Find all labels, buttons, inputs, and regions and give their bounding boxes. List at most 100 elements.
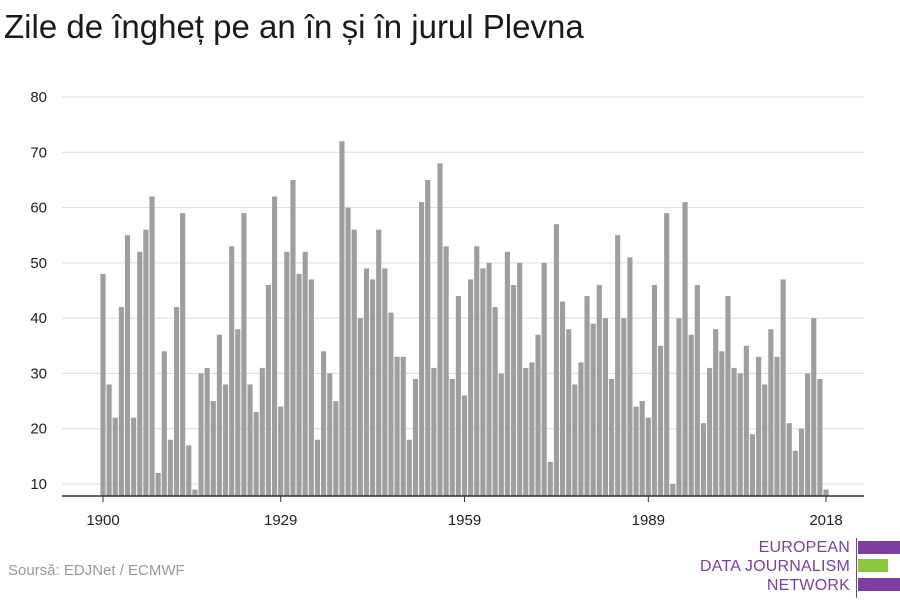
bar-1921 [229,246,235,496]
bar-1979 [584,296,590,496]
bar-2009 [768,329,774,496]
x-axis: 1900 1929 1959 1989 2018 [62,495,864,529]
bar-1935 [314,439,321,496]
bar-1902 [112,417,118,496]
y-tick-label-20: 20 [30,421,47,438]
y-axis-tick-labels: 10 20 30 40 50 60 70 80 [30,89,47,493]
bar-1933 [302,251,308,496]
bar-1939 [339,141,345,497]
bar-1949 [400,356,406,496]
bar-2004 [737,373,743,496]
bar-1970 [529,362,535,496]
bar-1922 [235,329,241,496]
bar-1925 [253,412,259,496]
bar-1952 [419,202,425,497]
bar-1995 [682,202,688,497]
bar-1951 [412,378,419,496]
bar-1940 [345,207,351,496]
x-tick-label-1900: 1900 [86,512,119,529]
bar-1903 [118,307,124,496]
bar-1986 [627,257,633,496]
bar-1972 [541,262,547,496]
bar-1974 [553,224,559,496]
edjnet-logo: EUROPEAN DATA JOURNALISM NETWORK [700,538,900,598]
bar-1987 [633,406,639,496]
bar-1955 [437,163,443,496]
bar-1998 [700,423,707,496]
x-tick-label-1959: 1959 [448,512,481,529]
bar-1962 [480,268,486,496]
bar-1968 [517,262,523,496]
bar-1993 [670,484,676,496]
bar-1948 [394,356,400,496]
bar-1983 [608,378,615,496]
bar-2016 [811,318,817,496]
bar-1929 [278,406,284,496]
bar-1967 [510,284,517,496]
bar-1991 [658,345,664,496]
bar-1918 [210,401,216,496]
source-note: Soursă: EDJNet / ECMWF [8,562,185,579]
bar-1984 [615,235,621,496]
bar-1945 [376,229,382,496]
y-tick-label-10: 10 [30,476,47,493]
bar-1919 [216,334,222,496]
bar-1999 [707,367,713,496]
x-tick-label-2018: 2018 [809,512,842,529]
bar-1924 [247,384,253,496]
bar-1901 [106,384,112,496]
bar-2010 [774,356,780,496]
bar-1915 [192,489,198,496]
bar-2011 [780,279,786,496]
bar-1900 [100,273,106,496]
bar-1927 [265,284,271,496]
bar-1964 [492,307,498,496]
bar-1926 [259,367,265,496]
bar-1953 [425,179,431,496]
bar-1950 [406,439,412,496]
bar-1920 [222,384,229,496]
bar-1938 [333,401,339,496]
y-tick-label-60: 60 [30,200,47,217]
x-tick-label-1929: 1929 [264,512,297,529]
bar-1969 [523,367,529,496]
bar-1975 [559,301,566,496]
bar-1982 [602,318,608,496]
bar-1992 [664,213,670,496]
bar-1942 [357,318,363,496]
logo-line-1: EUROPEAN [758,539,850,556]
bar-1914 [186,445,192,496]
x-tick-label-1989: 1989 [632,512,665,529]
logo-bar-green [858,559,888,572]
bar-1963 [486,262,492,496]
bar-2001 [719,351,725,496]
y-tick-label-70: 70 [30,144,47,161]
bar-1943 [363,268,370,496]
bar-1913 [180,213,186,496]
bar-1947 [388,312,394,496]
bar-1978 [578,362,584,496]
bar-1996 [688,334,694,496]
bar-1960 [468,279,474,496]
bar-1910 [161,351,167,496]
bar-1912 [173,307,180,496]
bar-1957 [449,378,455,496]
bar-1997 [694,284,700,496]
y-tick-label-80: 80 [30,89,47,106]
bar-1944 [370,279,376,496]
bar-1916 [198,373,204,496]
bar-1923 [241,213,247,496]
bar-1961 [474,246,480,496]
chart-title: Zile de îngheț pe an în și în jurul Plev… [4,8,584,45]
bar-1904 [124,235,131,496]
y-tick-label-30: 30 [30,365,47,382]
bar-2013 [792,450,798,496]
bar-1956 [443,246,449,496]
logo-line-2: DATA JOURNALISM [700,558,850,575]
bar-1946 [382,268,388,496]
bar-1907 [143,229,149,496]
logo-separator [856,538,857,598]
bar-1931 [290,179,296,496]
logo-bar-purple-bottom [858,578,900,591]
bar-1936 [321,351,327,496]
